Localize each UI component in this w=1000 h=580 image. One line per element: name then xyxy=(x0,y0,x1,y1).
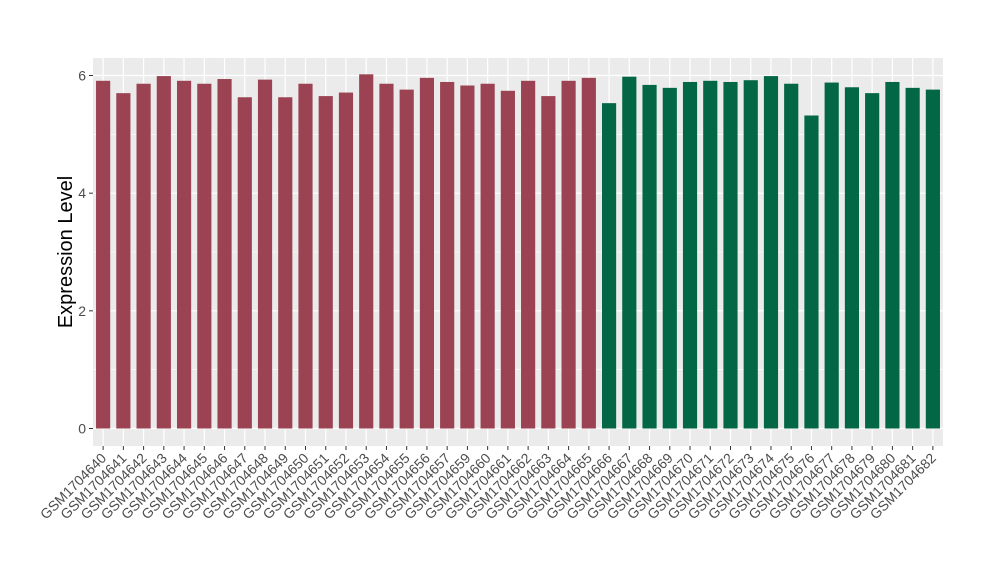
bar xyxy=(925,89,940,429)
y-tick-label: 2 xyxy=(78,303,86,319)
y-tick-label: 0 xyxy=(78,421,86,437)
bar xyxy=(703,80,718,429)
y-axis-title: Expression Level xyxy=(55,176,77,328)
bar xyxy=(298,83,313,429)
bars xyxy=(96,74,940,429)
bar xyxy=(784,83,799,429)
bar xyxy=(399,89,414,429)
bar xyxy=(561,80,576,429)
bar xyxy=(440,81,455,429)
bar xyxy=(844,87,860,429)
bar xyxy=(723,81,738,429)
bar xyxy=(905,87,920,429)
bar xyxy=(278,97,293,429)
bar xyxy=(500,90,515,429)
bar xyxy=(885,81,900,429)
y-tick-label: 4 xyxy=(78,185,86,201)
bar xyxy=(318,96,333,429)
bar xyxy=(581,77,596,429)
bar xyxy=(96,80,111,429)
bar xyxy=(338,92,354,429)
bar xyxy=(197,83,212,429)
bar xyxy=(116,93,131,429)
bar xyxy=(743,80,758,429)
x-axis: GSM1704640GSM1704641GSM1704642GSM1704643… xyxy=(37,446,939,522)
bar xyxy=(682,81,698,429)
bar xyxy=(601,103,617,429)
bar xyxy=(662,87,677,429)
bar xyxy=(237,97,252,429)
bar xyxy=(521,80,536,429)
bar xyxy=(419,77,435,429)
bar xyxy=(257,79,273,429)
bar xyxy=(763,76,779,429)
y-tick-label: 6 xyxy=(78,68,86,84)
bar xyxy=(480,83,495,429)
bar xyxy=(460,85,475,429)
bar xyxy=(176,80,192,429)
bar xyxy=(379,83,394,429)
bar xyxy=(622,76,637,429)
bar xyxy=(804,115,819,429)
bar xyxy=(541,96,556,429)
bar xyxy=(865,93,880,429)
bar xyxy=(359,74,374,429)
bar xyxy=(136,83,151,429)
y-axis: 0 2 4 6 xyxy=(78,68,93,437)
bar xyxy=(217,79,232,429)
bar xyxy=(824,82,839,429)
bar xyxy=(642,84,657,429)
bar xyxy=(156,76,171,429)
